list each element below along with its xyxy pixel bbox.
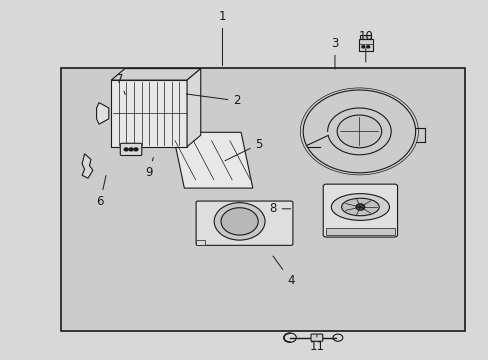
Polygon shape	[172, 132, 252, 188]
Polygon shape	[82, 154, 93, 178]
Circle shape	[355, 204, 364, 210]
Circle shape	[366, 46, 369, 48]
Text: 2: 2	[186, 94, 241, 107]
FancyBboxPatch shape	[120, 143, 142, 156]
Bar	[358, 39, 372, 51]
Text: 7: 7	[116, 73, 125, 95]
FancyBboxPatch shape	[310, 334, 322, 341]
Text: 4: 4	[272, 256, 294, 287]
Text: 1: 1	[218, 10, 226, 66]
Polygon shape	[111, 80, 186, 147]
Text: 9: 9	[145, 157, 153, 179]
Ellipse shape	[341, 198, 379, 216]
Text: 11: 11	[309, 335, 324, 353]
Circle shape	[361, 46, 364, 48]
Text: 5: 5	[224, 138, 263, 161]
Bar	[360, 35, 370, 39]
Circle shape	[214, 203, 264, 240]
Circle shape	[283, 333, 296, 342]
Circle shape	[129, 148, 133, 151]
Bar	[61, 68, 464, 331]
FancyBboxPatch shape	[323, 184, 397, 237]
Circle shape	[221, 208, 258, 235]
Circle shape	[134, 148, 138, 151]
Polygon shape	[195, 240, 205, 245]
Circle shape	[332, 334, 342, 341]
FancyBboxPatch shape	[196, 201, 292, 246]
Polygon shape	[96, 103, 108, 124]
Text: 6: 6	[96, 176, 106, 208]
Polygon shape	[111, 68, 201, 80]
Text: 3: 3	[330, 37, 338, 69]
Text: 10: 10	[358, 30, 372, 62]
Polygon shape	[186, 68, 201, 147]
Circle shape	[124, 148, 128, 151]
Text: 8: 8	[268, 202, 290, 215]
Circle shape	[337, 115, 381, 148]
Bar	[325, 228, 394, 235]
Ellipse shape	[331, 194, 389, 220]
